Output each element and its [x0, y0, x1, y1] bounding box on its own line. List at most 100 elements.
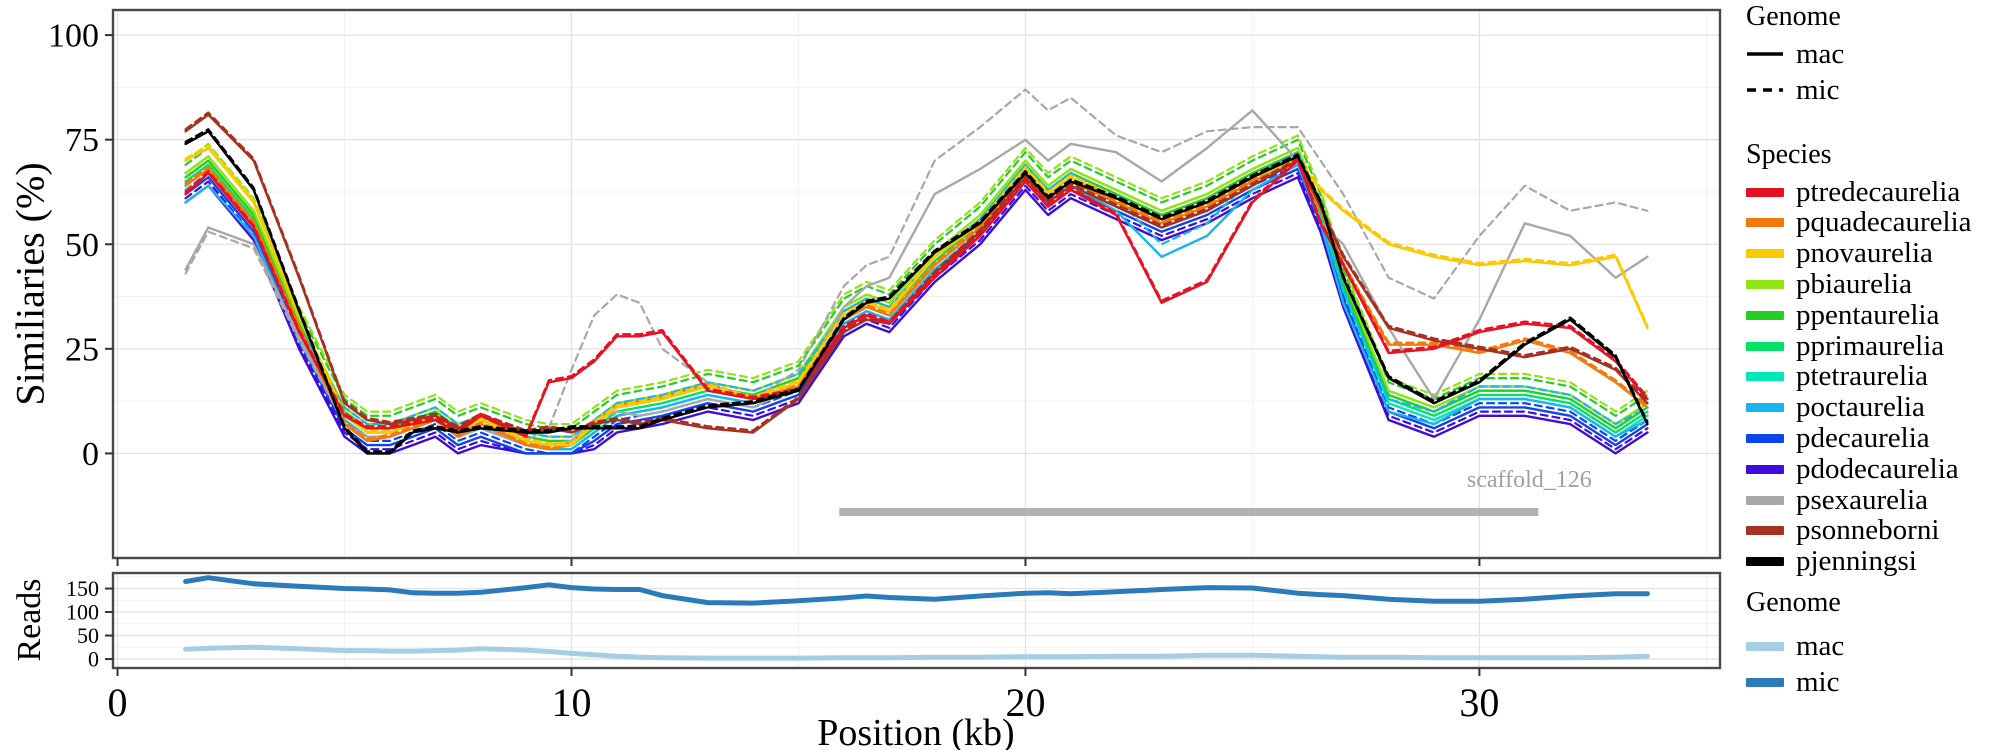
mac-solid-line-key — [1744, 48, 1786, 60]
legend-item-species-pbiaurelia: pbiaurelia — [1744, 268, 1912, 300]
color-swatch — [1746, 310, 1784, 320]
ppentaurelia-color-key — [1744, 310, 1786, 320]
color-swatch — [1746, 187, 1784, 197]
y-axis-tick-label: 0 — [82, 436, 99, 473]
color-swatch — [1746, 433, 1784, 443]
legend-item-label: poctaurelia — [1796, 391, 1925, 424]
legend-item-label: pbiaurelia — [1796, 267, 1912, 300]
color-swatch — [1746, 218, 1784, 228]
color-swatch — [1746, 279, 1784, 289]
legend-species-title: Species — [1746, 139, 1832, 170]
color-swatch — [1746, 557, 1784, 567]
reads-panel-border — [111, 571, 1722, 670]
ptetraurelia-color-key — [1744, 372, 1786, 382]
legend-item-label: psexaurelia — [1796, 483, 1929, 516]
legend-item-label: mac — [1796, 37, 1845, 70]
legend-item-label: pdodecaurelia — [1796, 452, 1959, 485]
x-axis-tick-label: 30 — [1459, 680, 1499, 725]
line-ppentaurelia-mic — [184, 138, 1649, 430]
reads-line-mac — [183, 644, 1650, 661]
y-axis-tick-label: 50 — [65, 227, 99, 264]
legend-item-label: pnovaurelia — [1796, 237, 1933, 270]
legend-genome-title: Genome — [1746, 1, 1841, 32]
x-axis-tick-label: 20 — [1005, 680, 1045, 725]
pjenningsi-color-key — [1744, 557, 1786, 567]
similarity-panel-border — [111, 8, 1722, 560]
color-swatch — [1746, 526, 1784, 536]
line-pnovaurelia-mic — [184, 144, 1649, 445]
color-swatch — [1746, 464, 1784, 474]
legend-item-label: pprimaurelia — [1796, 329, 1945, 362]
psonneborni-color-key — [1744, 526, 1786, 536]
line-psonneborni-mac — [184, 113, 1649, 434]
y-axis-tick-label: 50 — [77, 623, 99, 648]
reads-line-mic — [183, 575, 1650, 606]
line-ptredecaurelia-mac — [184, 159, 1649, 438]
color-swatch — [1746, 495, 1784, 505]
legend-item-label: ptetraurelia — [1796, 360, 1929, 393]
legend-item-genome-mic: mic — [1744, 74, 1840, 106]
psexaurelia-color-key — [1744, 495, 1786, 505]
reads-y-axis-title: Reads — [11, 578, 48, 662]
color-swatch — [1746, 403, 1784, 413]
legend-item-species-pnovaurelia: pnovaurelia — [1744, 238, 1933, 270]
pdodecaurelia-color-key — [1744, 464, 1786, 474]
legend-item-species-ptredecaurelia: ptredecaurelia — [1744, 176, 1960, 208]
line-poctaurelia-mic — [184, 151, 1649, 438]
legend-item-species-psexaurelia: psexaurelia — [1744, 484, 1928, 516]
legend-item-species-pprimaurelia: pprimaurelia — [1744, 330, 1944, 362]
legend-item-label: pquadecaurelia — [1796, 206, 1972, 239]
legend-panel: Genome mac mic Species ptredecaurelia pqu… — [1744, 0, 2000, 750]
legend-item-species-ppentaurelia: ppentaurelia — [1744, 299, 1939, 331]
ptredecaurelia-color-key — [1744, 187, 1786, 197]
y-axis-tick-label: 100 — [48, 18, 99, 55]
legend-item-genome-mac: mac — [1744, 38, 1844, 70]
legend-item-species-psonneborni: psonneborni — [1744, 515, 1939, 547]
pdecaurelia-color-key — [1744, 433, 1786, 443]
legend-item-label: ptredecaurelia — [1796, 175, 1961, 208]
legend-item-species-pdodecaurelia: pdodecaurelia — [1744, 453, 1959, 485]
legend-item-label: mac — [1796, 629, 1845, 662]
y-axis-tick-label: 100 — [66, 600, 99, 625]
legend-item-species-pquadecaurelia: pquadecaurelia — [1744, 207, 1972, 239]
legend-reads-genome-title: Genome — [1746, 587, 1841, 618]
legend-item-label: pdecaurelia — [1796, 421, 1930, 454]
main-y-axis-title: Similiaries (%) — [7, 162, 53, 406]
x-axis-tick-label: 0 — [108, 680, 128, 725]
color-swatch — [1746, 341, 1784, 351]
legend-item-species-pjenningsi: pjenningsi — [1744, 546, 1917, 578]
legend-item-species-pdecaurelia: pdecaurelia — [1744, 422, 1930, 454]
pbiaurelia-color-key — [1744, 279, 1786, 289]
mic-color-key — [1744, 677, 1786, 687]
legend-item-label: psonneborni — [1796, 514, 1940, 547]
pquadecaurelia-color-key — [1744, 218, 1786, 228]
legend-item-label: mic — [1796, 665, 1840, 698]
legend-item-label: ppentaurelia — [1796, 298, 1940, 331]
legend-item-label: pjenningsi — [1796, 545, 1917, 578]
legend-item-reads-mac: mac — [1744, 630, 1844, 662]
mac-color-key — [1744, 641, 1786, 651]
scaffold-label: scaffold_126 — [1467, 467, 1592, 493]
legend-item-species-poctaurelia: poctaurelia — [1744, 392, 1925, 424]
line-pjenningsi-mac — [184, 130, 1649, 455]
y-axis-tick-label: 75 — [65, 122, 99, 159]
y-axis-tick-label: 0 — [88, 647, 99, 672]
y-axis-tick-label: 25 — [65, 331, 99, 368]
x-axis-tick-label: 10 — [551, 680, 591, 725]
color-swatch — [1746, 677, 1784, 687]
y-axis-tick-label: 150 — [66, 576, 99, 601]
color-swatch — [1746, 249, 1784, 259]
legend-item-label: mic — [1796, 73, 1840, 106]
pnovaurelia-color-key — [1744, 249, 1786, 259]
legend-item-species-ptetraurelia: ptetraurelia — [1744, 361, 1928, 393]
poctaurelia-color-key — [1744, 403, 1786, 413]
color-swatch — [1746, 372, 1784, 382]
legend-item-reads-mic: mic — [1744, 666, 1840, 698]
x-axis-title: Position (kb) — [817, 712, 1015, 750]
pprimaurelia-color-key — [1744, 341, 1786, 351]
line-pdodecaurelia-mac — [184, 176, 1649, 455]
color-swatch — [1746, 641, 1784, 651]
mic-dashed-line-key — [1744, 84, 1786, 96]
